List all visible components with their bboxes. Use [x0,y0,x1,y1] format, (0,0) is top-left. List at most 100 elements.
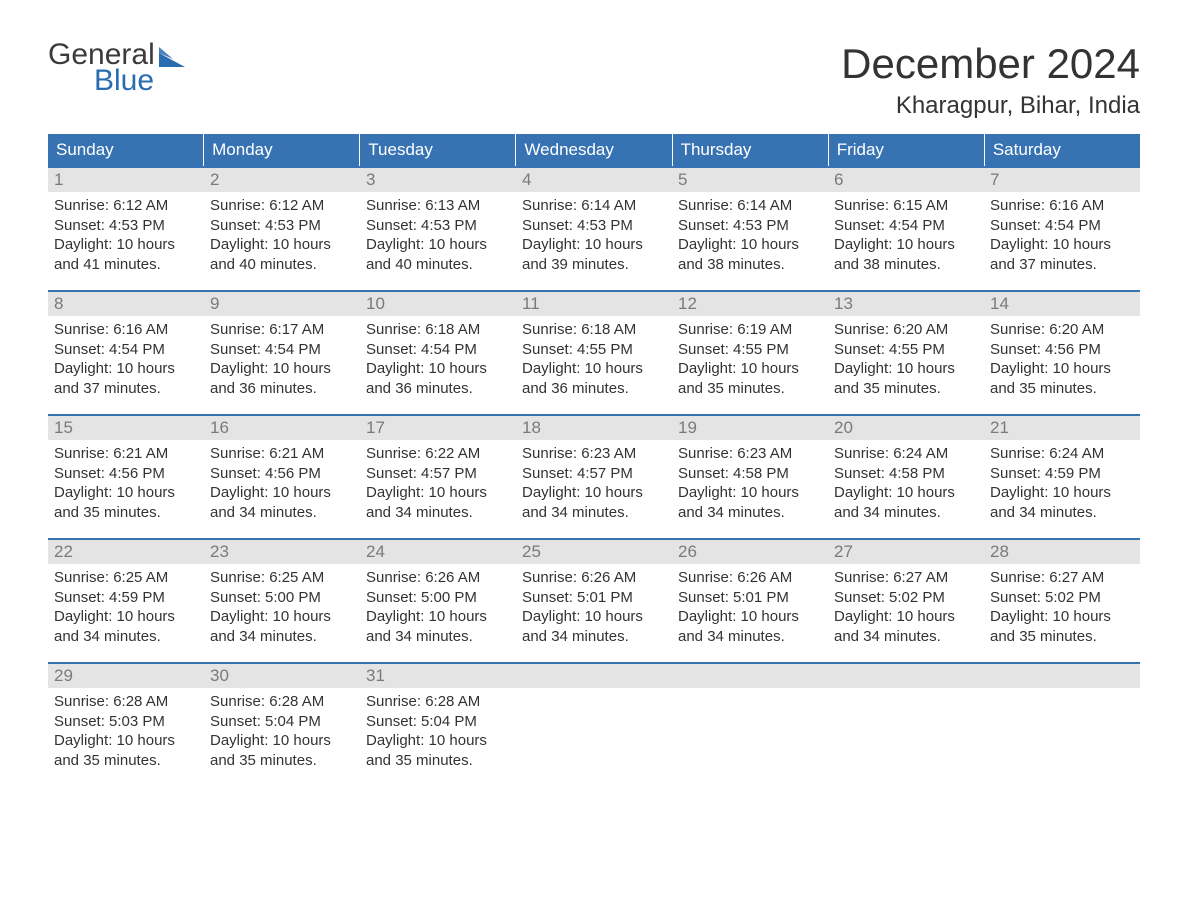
sunset-text: Sunset: 5:02 PM [990,588,1134,608]
day-cell: 3Sunrise: 6:13 AMSunset: 4:53 PMDaylight… [360,168,516,290]
sunset-text: Sunset: 4:54 PM [834,216,978,236]
day-header: Friday [829,134,985,166]
day-body: Sunrise: 6:27 AMSunset: 5:02 PMDaylight:… [828,564,984,660]
daylight-text-line1: Daylight: 10 hours [522,607,666,627]
daylight-text-line2: and 34 minutes. [522,503,666,523]
day-number: 28 [984,540,1140,564]
day-number: 30 [204,664,360,688]
daylight-text-line1: Daylight: 10 hours [366,483,510,503]
daylight-text-line2: and 40 minutes. [210,255,354,275]
daylight-text-line2: and 41 minutes. [54,255,198,275]
sunset-text: Sunset: 4:53 PM [210,216,354,236]
day-number: 16 [204,416,360,440]
day-cell: 19Sunrise: 6:23 AMSunset: 4:58 PMDayligh… [672,416,828,538]
daylight-text-line1: Daylight: 10 hours [990,483,1134,503]
daylight-text-line1: Daylight: 10 hours [210,731,354,751]
brand-text-blue: Blue [48,66,185,96]
day-number: 18 [516,416,672,440]
day-cell: 30Sunrise: 6:28 AMSunset: 5:04 PMDayligh… [204,664,360,786]
daylight-text-line2: and 34 minutes. [366,503,510,523]
day-body: Sunrise: 6:12 AMSunset: 4:53 PMDaylight:… [48,192,204,288]
day-number: 12 [672,292,828,316]
weeks-container: 1Sunrise: 6:12 AMSunset: 4:53 PMDaylight… [48,166,1140,786]
daylight-text-line2: and 36 minutes. [522,379,666,399]
sunset-text: Sunset: 4:57 PM [366,464,510,484]
daylight-text-line1: Daylight: 10 hours [54,359,198,379]
day-number: 9 [204,292,360,316]
week-row: 22Sunrise: 6:25 AMSunset: 4:59 PMDayligh… [48,538,1140,662]
day-cell: 10Sunrise: 6:18 AMSunset: 4:54 PMDayligh… [360,292,516,414]
day-cell [828,664,984,786]
sunset-text: Sunset: 4:53 PM [522,216,666,236]
sunset-text: Sunset: 4:54 PM [54,340,198,360]
day-body: Sunrise: 6:18 AMSunset: 4:54 PMDaylight:… [360,316,516,412]
day-cell: 31Sunrise: 6:28 AMSunset: 5:04 PMDayligh… [360,664,516,786]
day-header: Thursday [673,134,829,166]
sunrise-text: Sunrise: 6:20 AM [834,320,978,340]
day-body: Sunrise: 6:13 AMSunset: 4:53 PMDaylight:… [360,192,516,288]
sunrise-text: Sunrise: 6:14 AM [678,196,822,216]
sunset-text: Sunset: 4:53 PM [54,216,198,236]
daylight-text-line1: Daylight: 10 hours [366,235,510,255]
daylight-text-line1: Daylight: 10 hours [834,235,978,255]
sunrise-text: Sunrise: 6:19 AM [678,320,822,340]
day-cell [672,664,828,786]
sunset-text: Sunset: 4:56 PM [54,464,198,484]
sunset-text: Sunset: 4:59 PM [54,588,198,608]
sunset-text: Sunset: 4:56 PM [990,340,1134,360]
daylight-text-line1: Daylight: 10 hours [366,359,510,379]
sunset-text: Sunset: 5:00 PM [210,588,354,608]
day-body: Sunrise: 6:24 AMSunset: 4:58 PMDaylight:… [828,440,984,536]
daylight-text-line2: and 34 minutes. [990,503,1134,523]
sunset-text: Sunset: 4:53 PM [366,216,510,236]
brand-triangle-icon [159,47,185,67]
day-cell: 14Sunrise: 6:20 AMSunset: 4:56 PMDayligh… [984,292,1140,414]
sunset-text: Sunset: 4:54 PM [210,340,354,360]
daylight-text-line2: and 35 minutes. [54,751,198,771]
day-number: 22 [48,540,204,564]
sunset-text: Sunset: 4:55 PM [834,340,978,360]
daylight-text-line1: Daylight: 10 hours [990,359,1134,379]
daylight-text-line1: Daylight: 10 hours [678,483,822,503]
daylight-text-line1: Daylight: 10 hours [54,235,198,255]
day-body: Sunrise: 6:16 AMSunset: 4:54 PMDaylight:… [48,316,204,412]
day-cell: 15Sunrise: 6:21 AMSunset: 4:56 PMDayligh… [48,416,204,538]
day-header: Tuesday [360,134,516,166]
sunrise-text: Sunrise: 6:27 AM [834,568,978,588]
day-body: Sunrise: 6:20 AMSunset: 4:56 PMDaylight:… [984,316,1140,412]
sunrise-text: Sunrise: 6:28 AM [210,692,354,712]
daylight-text-line2: and 35 minutes. [210,751,354,771]
sunrise-text: Sunrise: 6:28 AM [54,692,198,712]
daylight-text-line2: and 34 minutes. [210,503,354,523]
day-number: 25 [516,540,672,564]
day-body: Sunrise: 6:26 AMSunset: 5:00 PMDaylight:… [360,564,516,660]
day-body: Sunrise: 6:17 AMSunset: 4:54 PMDaylight:… [204,316,360,412]
day-cell: 26Sunrise: 6:26 AMSunset: 5:01 PMDayligh… [672,540,828,662]
daylight-text-line2: and 34 minutes. [678,503,822,523]
sunrise-text: Sunrise: 6:15 AM [834,196,978,216]
day-body: Sunrise: 6:23 AMSunset: 4:58 PMDaylight:… [672,440,828,536]
sunset-text: Sunset: 4:54 PM [990,216,1134,236]
day-number: 27 [828,540,984,564]
day-body: Sunrise: 6:14 AMSunset: 4:53 PMDaylight:… [672,192,828,288]
daylight-text-line2: and 34 minutes. [54,627,198,647]
daylight-text-line2: and 39 minutes. [522,255,666,275]
day-cell: 25Sunrise: 6:26 AMSunset: 5:01 PMDayligh… [516,540,672,662]
day-body: Sunrise: 6:27 AMSunset: 5:02 PMDaylight:… [984,564,1140,660]
daylight-text-line1: Daylight: 10 hours [678,359,822,379]
sunset-text: Sunset: 5:02 PM [834,588,978,608]
daylight-text-line1: Daylight: 10 hours [54,483,198,503]
sunset-text: Sunset: 5:01 PM [522,588,666,608]
sunrise-text: Sunrise: 6:26 AM [366,568,510,588]
header-row: General Blue December 2024 Kharagpur, Bi… [48,40,1140,120]
daylight-text-line2: and 35 minutes. [366,751,510,771]
day-body: Sunrise: 6:18 AMSunset: 4:55 PMDaylight:… [516,316,672,412]
week-row: 8Sunrise: 6:16 AMSunset: 4:54 PMDaylight… [48,290,1140,414]
day-body: Sunrise: 6:23 AMSunset: 4:57 PMDaylight:… [516,440,672,536]
daylight-text-line1: Daylight: 10 hours [522,235,666,255]
day-cell: 4Sunrise: 6:14 AMSunset: 4:53 PMDaylight… [516,168,672,290]
sunset-text: Sunset: 4:58 PM [678,464,822,484]
daylight-text-line1: Daylight: 10 hours [366,731,510,751]
daylight-text-line2: and 35 minutes. [990,627,1134,647]
empty-day-num [672,664,828,688]
